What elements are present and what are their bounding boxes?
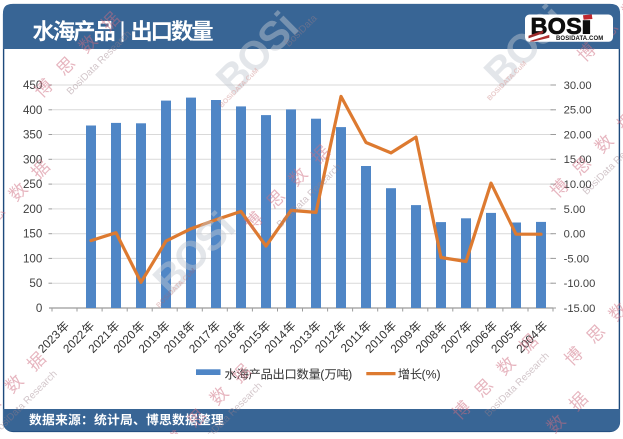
svg-text:300: 300	[23, 153, 42, 166]
svg-text:BOSIDATA.COM: BOSIDATA.COM	[556, 36, 603, 42]
svg-text:100: 100	[23, 252, 42, 265]
svg-text:(: (	[320, 368, 325, 382]
svg-text:-15.00: -15.00	[564, 303, 596, 315]
svg-text:0.00: 0.00	[564, 229, 586, 241]
svg-text:50: 50	[29, 277, 42, 290]
svg-text:): )	[348, 368, 352, 382]
svg-text:0: 0	[36, 302, 42, 315]
svg-text:200: 200	[23, 203, 42, 216]
svg-text:(%): (%)	[422, 368, 441, 382]
svg-text:350: 350	[23, 129, 42, 142]
svg-text:5.00: 5.00	[564, 204, 586, 216]
svg-text:20.00: 20.00	[564, 130, 592, 142]
svg-text:30.00: 30.00	[564, 80, 592, 92]
svg-text:400: 400	[23, 104, 42, 117]
svg-text:-5.00: -5.00	[564, 253, 590, 265]
svg-text:25.00: 25.00	[564, 105, 592, 117]
svg-text:BOS: BOS	[531, 13, 583, 39]
svg-text:-10.00: -10.00	[564, 278, 596, 290]
svg-text:150: 150	[23, 228, 42, 241]
svg-text:250: 250	[23, 178, 42, 191]
svg-text:10.00: 10.00	[564, 179, 592, 191]
